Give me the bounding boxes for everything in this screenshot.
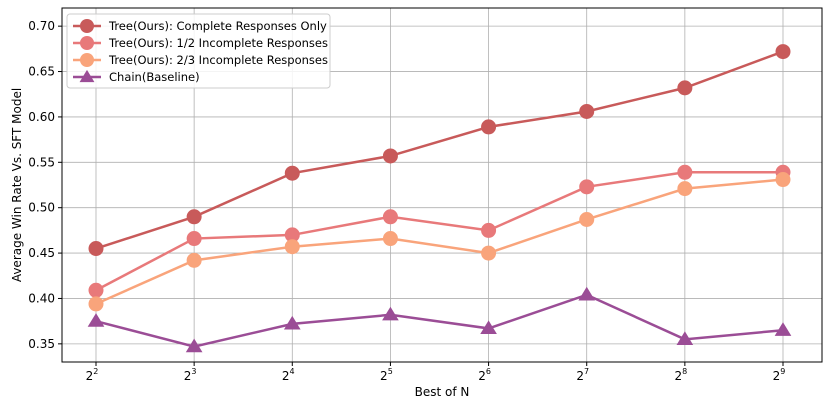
data-point bbox=[579, 103, 595, 119]
x-tick-exponent: 2 bbox=[93, 367, 98, 376]
x-axis: 22 23 24 25 26 27 28 29 bbox=[86, 362, 786, 383]
legend-box bbox=[66, 13, 331, 89]
series-2 bbox=[88, 164, 791, 298]
series-layer bbox=[87, 44, 792, 353]
y-tick-label: 0.60 bbox=[28, 110, 55, 124]
data-point bbox=[774, 322, 792, 336]
y-tick-label: 0.55 bbox=[28, 155, 55, 169]
y-tick-label: 0.50 bbox=[28, 201, 55, 215]
data-point bbox=[579, 179, 595, 195]
x-tick-base: 2 bbox=[674, 369, 682, 383]
data-point bbox=[382, 209, 398, 225]
y-tick-label: 0.35 bbox=[28, 337, 55, 351]
data-point bbox=[88, 296, 104, 312]
x-tick-label: 27 bbox=[576, 367, 589, 383]
legend-label: Chain(Baseline) bbox=[109, 70, 200, 84]
x-tick-exponent: 8 bbox=[682, 367, 687, 376]
data-point bbox=[87, 313, 105, 327]
x-tick-base: 2 bbox=[576, 369, 584, 383]
data-point bbox=[283, 315, 301, 330]
x-tick-label: 24 bbox=[282, 367, 295, 383]
legend-entry: Tree(Ours): Complete Responses Only bbox=[73, 19, 327, 33]
data-point bbox=[284, 239, 300, 255]
y-tick-label: 0.40 bbox=[28, 291, 55, 305]
data-point bbox=[579, 211, 595, 227]
series-line bbox=[95, 50, 784, 250]
y-tick-label: 0.45 bbox=[28, 246, 55, 260]
data-point bbox=[382, 231, 398, 247]
x-axis-label: Best of N bbox=[415, 385, 470, 399]
x-tick-label: 28 bbox=[674, 367, 687, 383]
x-tick-exponent: 9 bbox=[780, 367, 785, 376]
x-tick-base: 2 bbox=[773, 369, 781, 383]
legend-marker bbox=[79, 69, 95, 83]
data-point bbox=[382, 148, 398, 164]
x-tick-base: 2 bbox=[478, 369, 486, 383]
legend-entry: Chain(Baseline) bbox=[73, 69, 200, 84]
series-1 bbox=[88, 44, 791, 257]
x-tick-label: 26 bbox=[478, 367, 491, 383]
legend-entry: Tree(Ours): 2/3 Incomplete Responses bbox=[73, 53, 328, 67]
data-point bbox=[677, 80, 693, 96]
x-tick-exponent: 4 bbox=[290, 367, 295, 376]
legend-entry: Tree(Ours): 1/2 Incomplete Responses bbox=[73, 36, 328, 50]
x-tick-label: 23 bbox=[184, 367, 197, 383]
series-line bbox=[95, 293, 784, 348]
data-point bbox=[775, 44, 791, 60]
x-tick-exponent: 6 bbox=[486, 367, 491, 376]
x-tick-label: 29 bbox=[773, 367, 786, 383]
data-point bbox=[481, 119, 497, 135]
data-point bbox=[578, 286, 596, 301]
y-tick-label: 0.65 bbox=[28, 65, 55, 79]
legend-label: Tree(Ours): 1/2 Incomplete Responses bbox=[108, 36, 328, 50]
data-point bbox=[88, 241, 104, 257]
data-point bbox=[480, 320, 497, 335]
data-point bbox=[676, 331, 694, 345]
y-axis-label: Average Win Rate Vs. SFT Model bbox=[10, 88, 24, 282]
x-tick-base: 2 bbox=[380, 369, 388, 383]
legend-marker bbox=[80, 53, 94, 67]
x-tick-base: 2 bbox=[184, 369, 192, 383]
legend-marker bbox=[80, 36, 94, 50]
series-line bbox=[95, 178, 784, 306]
series-3 bbox=[88, 172, 791, 312]
series-4 bbox=[87, 286, 792, 353]
x-tick-base: 2 bbox=[282, 369, 290, 383]
data-point bbox=[382, 306, 399, 321]
legend: Tree(Ours): Complete Responses Only Tree(… bbox=[66, 13, 331, 89]
legend-label: Tree(Ours): 2/3 Incomplete Responses bbox=[108, 53, 328, 67]
data-point bbox=[481, 222, 497, 238]
series-line bbox=[95, 171, 783, 292]
x-tick-label: 22 bbox=[86, 367, 99, 383]
data-point bbox=[88, 282, 104, 298]
data-point bbox=[186, 231, 202, 247]
data-point bbox=[481, 245, 497, 261]
legend-marker bbox=[80, 19, 94, 33]
x-tick-exponent: 5 bbox=[388, 367, 393, 376]
data-point bbox=[775, 172, 791, 188]
legend-label: Tree(Ours): Complete Responses Only bbox=[108, 19, 327, 33]
x-tick-label: 25 bbox=[380, 367, 393, 383]
data-point bbox=[186, 209, 202, 225]
x-tick-exponent: 7 bbox=[584, 367, 589, 376]
data-point bbox=[677, 164, 693, 180]
y-axis: 0.35 0.40 0.45 0.50 0.55 0.60 0.65 0.70 bbox=[28, 19, 62, 351]
plot-frame bbox=[61, 7, 823, 363]
x-tick-base: 2 bbox=[86, 369, 94, 383]
y-tick-label: 0.70 bbox=[28, 19, 55, 33]
data-point bbox=[185, 338, 203, 353]
data-point bbox=[677, 181, 693, 197]
x-tick-exponent: 3 bbox=[191, 367, 196, 376]
data-point bbox=[186, 252, 202, 268]
data-point bbox=[284, 165, 300, 181]
